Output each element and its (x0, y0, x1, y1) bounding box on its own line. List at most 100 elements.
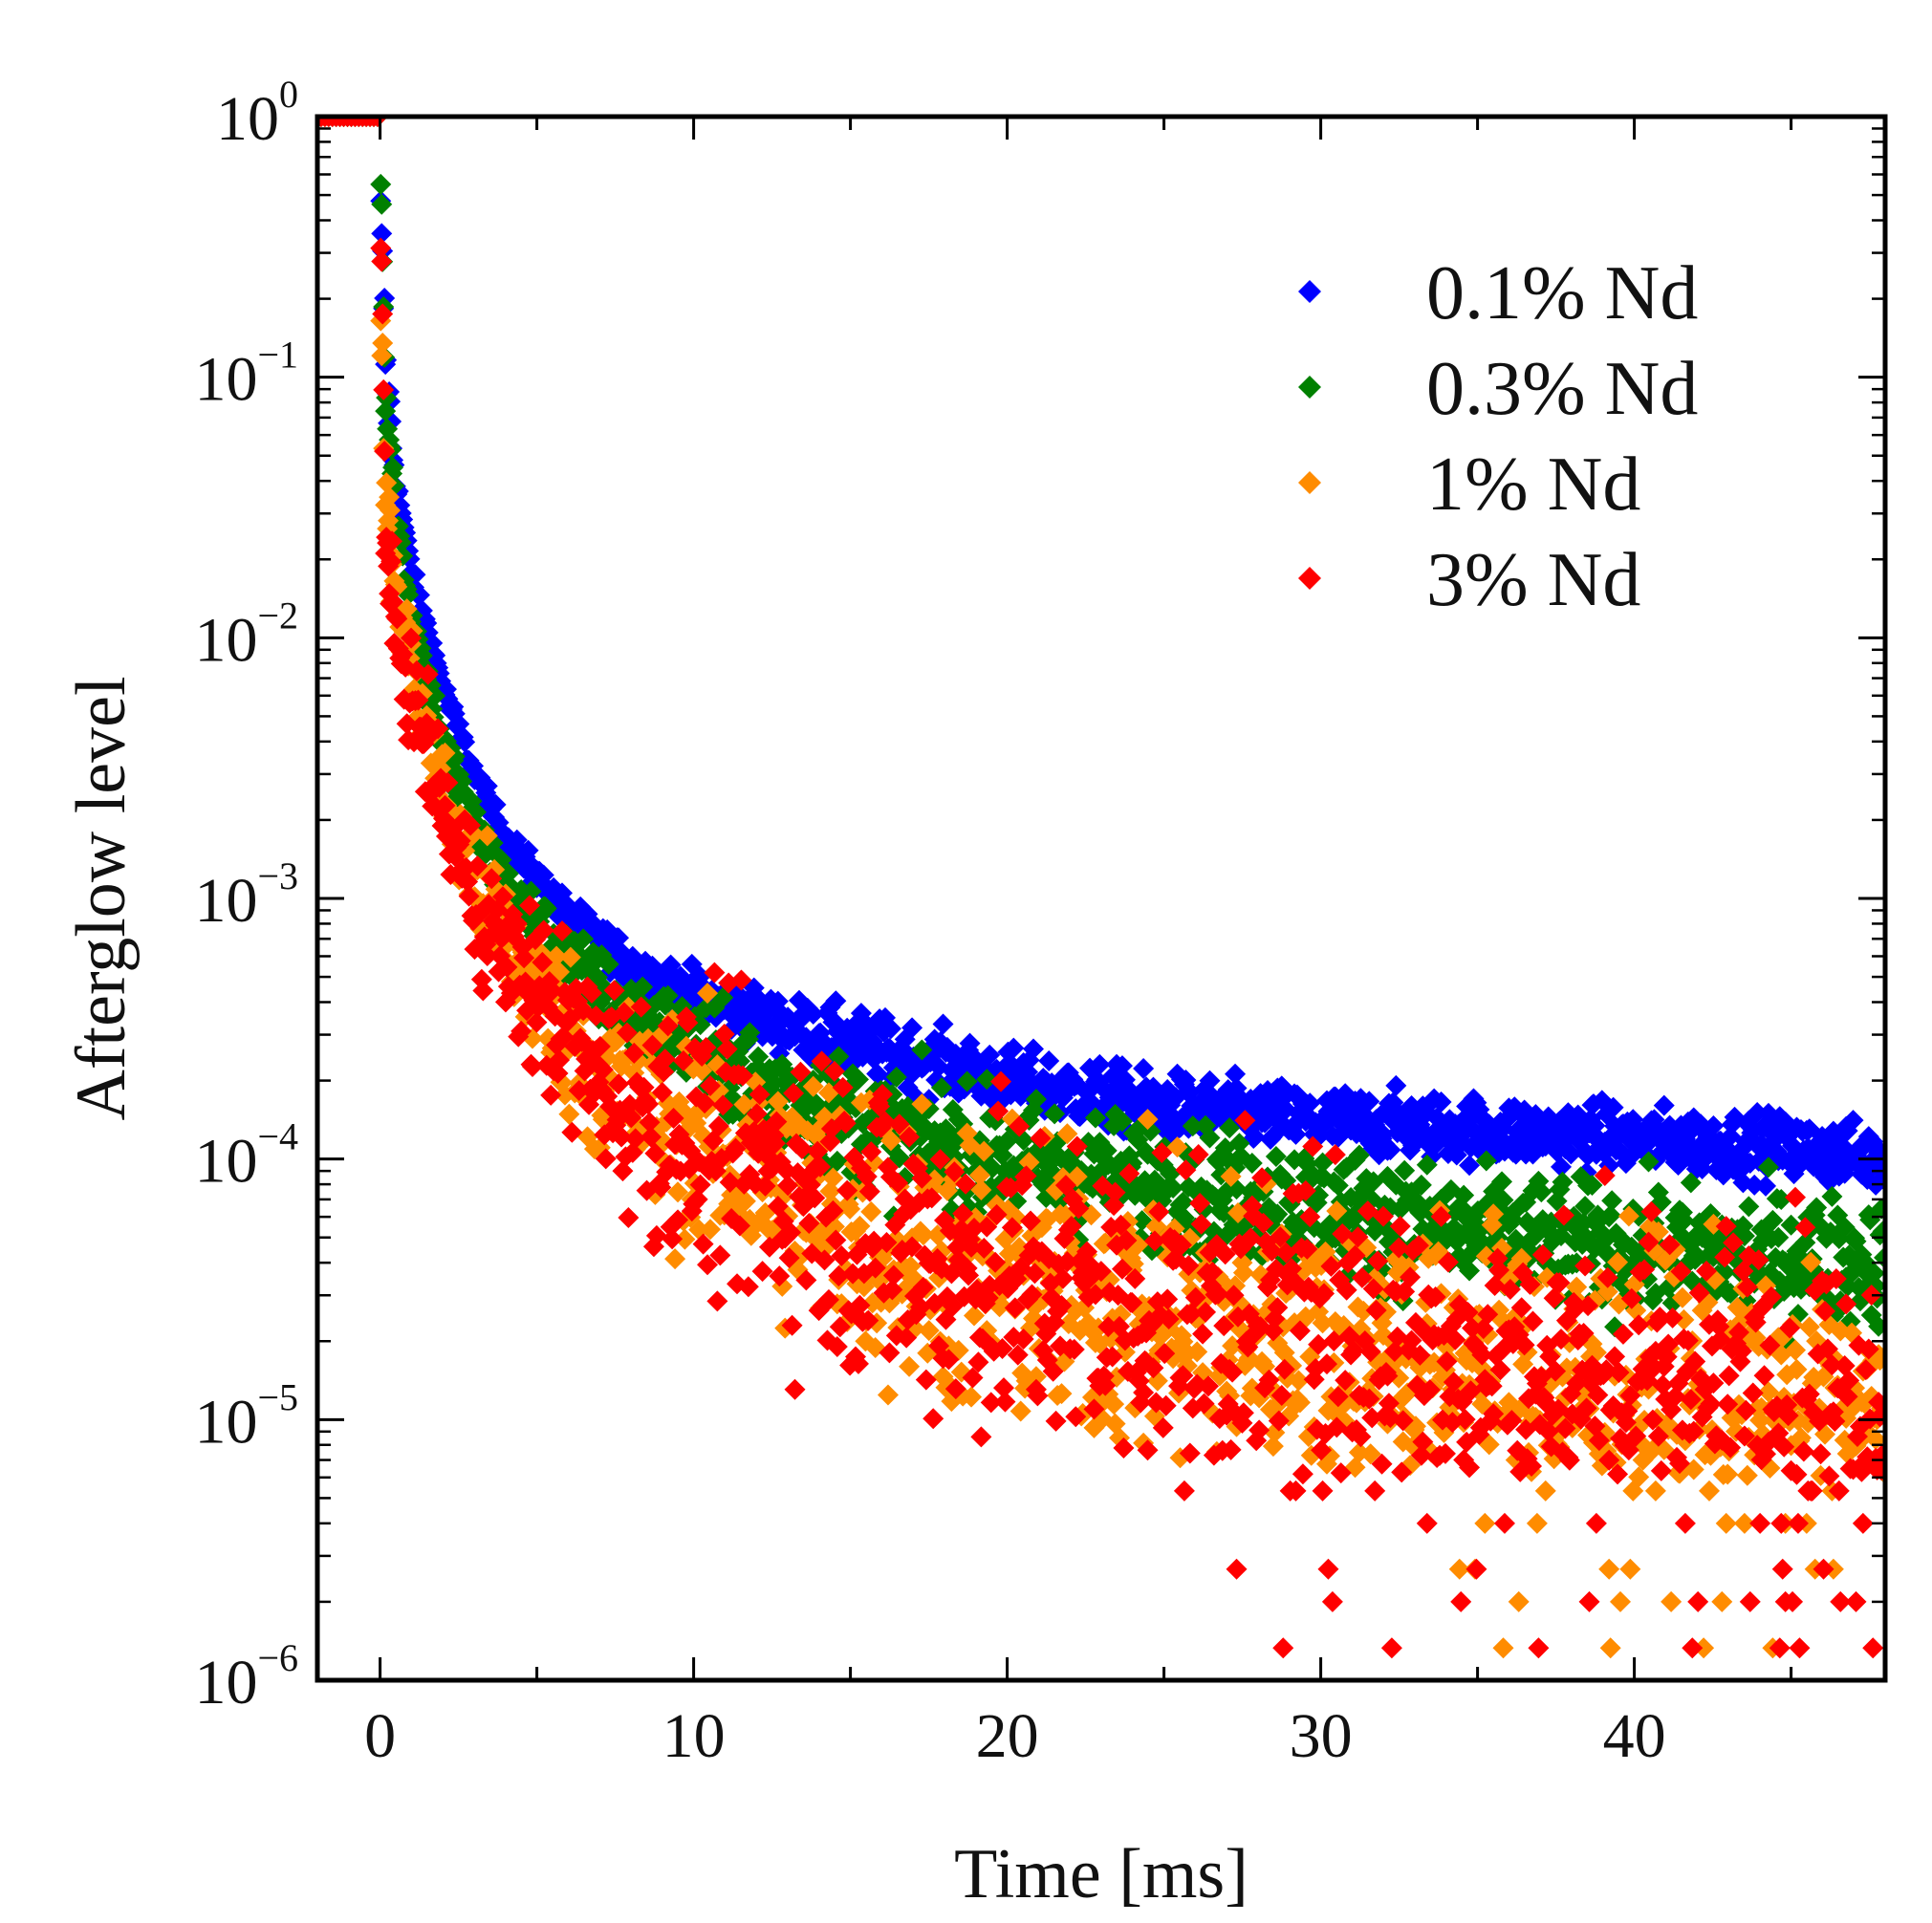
data-point (1869, 1350, 1885, 1372)
data-point (1526, 1512, 1548, 1534)
data-point (1228, 1133, 1250, 1155)
data-point (1051, 1383, 1073, 1405)
data-point (931, 1077, 953, 1099)
data-point (959, 1032, 981, 1054)
data-point (911, 1093, 933, 1115)
data-point (644, 1142, 666, 1164)
data-point (1084, 1284, 1106, 1306)
data-point (1619, 1558, 1641, 1580)
data-point (938, 1349, 960, 1371)
data-point (641, 1034, 663, 1056)
data-point (1182, 1115, 1204, 1137)
data-point (1024, 1263, 1046, 1285)
data-point (911, 1167, 933, 1189)
data-point (638, 1093, 660, 1115)
data-point (781, 1314, 803, 1336)
data-point (662, 1228, 684, 1250)
data-point (980, 1392, 1002, 1414)
data-point (719, 1171, 741, 1193)
data-point (370, 173, 392, 195)
data-point (876, 1232, 898, 1254)
data-point (667, 1181, 689, 1203)
data-point (1602, 1096, 1624, 1118)
data-point (1874, 1157, 1885, 1179)
data-point (899, 1355, 921, 1377)
data-point (371, 345, 393, 367)
data-point (1551, 1156, 1573, 1178)
data-point (380, 551, 402, 573)
data-point (1154, 1343, 1176, 1365)
data-point (692, 1233, 714, 1255)
data-point (510, 1020, 532, 1042)
data-point (968, 1164, 990, 1186)
data-point (1492, 1637, 1514, 1659)
data-point (955, 1173, 977, 1195)
data-point (573, 928, 595, 950)
data-point (540, 1084, 562, 1106)
data-point (640, 1126, 662, 1148)
data-point (1060, 1215, 1082, 1237)
data-point (1027, 1385, 1049, 1407)
data-point (1492, 1189, 1514, 1211)
data-point (783, 1082, 805, 1104)
data-point (1009, 1400, 1031, 1422)
data-point (1143, 1230, 1165, 1252)
data-point (831, 1244, 853, 1266)
data-point (746, 1103, 768, 1125)
data-point (1225, 1063, 1247, 1085)
data-point (1012, 1329, 1034, 1350)
data-point (624, 1128, 646, 1150)
data-point (901, 1017, 923, 1039)
data-point (986, 1203, 1008, 1225)
data-point (621, 1141, 643, 1163)
data-point (1121, 1291, 1143, 1313)
data-point (1009, 1115, 1031, 1137)
data-point (1103, 1195, 1125, 1217)
data-point (923, 1408, 944, 1430)
data-point (856, 1165, 878, 1187)
data-point (1733, 1512, 1755, 1534)
data-point (944, 1378, 966, 1400)
data-point (434, 742, 456, 764)
data-point (836, 1179, 858, 1201)
data-point (879, 1342, 901, 1364)
data-point (963, 1305, 985, 1327)
data-point (1599, 1204, 1621, 1226)
data-point (375, 400, 397, 422)
data-point (632, 976, 654, 998)
data-point (1232, 1262, 1254, 1284)
data-point (1003, 1037, 1025, 1059)
data-point (1244, 1126, 1266, 1148)
data-point (401, 627, 423, 649)
data-point (1199, 1070, 1221, 1091)
data-point (1717, 1463, 1739, 1485)
data-point (407, 689, 429, 711)
data-point (1598, 1558, 1620, 1580)
data-point (1868, 1315, 1885, 1337)
data-point (380, 500, 402, 522)
data-point (1628, 1466, 1650, 1488)
data-point (1453, 1184, 1475, 1206)
data-point (1083, 1398, 1105, 1420)
data-point (887, 1172, 909, 1194)
data-point (802, 1075, 824, 1097)
data-point (882, 1264, 904, 1286)
data-point (823, 1060, 845, 1082)
data-point (1137, 1109, 1159, 1131)
data-point (699, 1219, 721, 1241)
data-point (592, 1059, 614, 1081)
data-point (1175, 1159, 1197, 1181)
data-point (1715, 1512, 1737, 1534)
data-point (1806, 1197, 1828, 1219)
data-point (481, 868, 503, 890)
data-point (988, 1100, 1009, 1122)
data-point (371, 193, 393, 215)
data-point (1110, 1304, 1132, 1326)
data-point (1703, 1213, 1725, 1235)
data-point (552, 920, 574, 942)
data-point (839, 1198, 861, 1220)
data-point (828, 1265, 850, 1287)
data-point (427, 718, 449, 740)
data-point (899, 1126, 921, 1148)
data-point (1661, 1590, 1682, 1612)
